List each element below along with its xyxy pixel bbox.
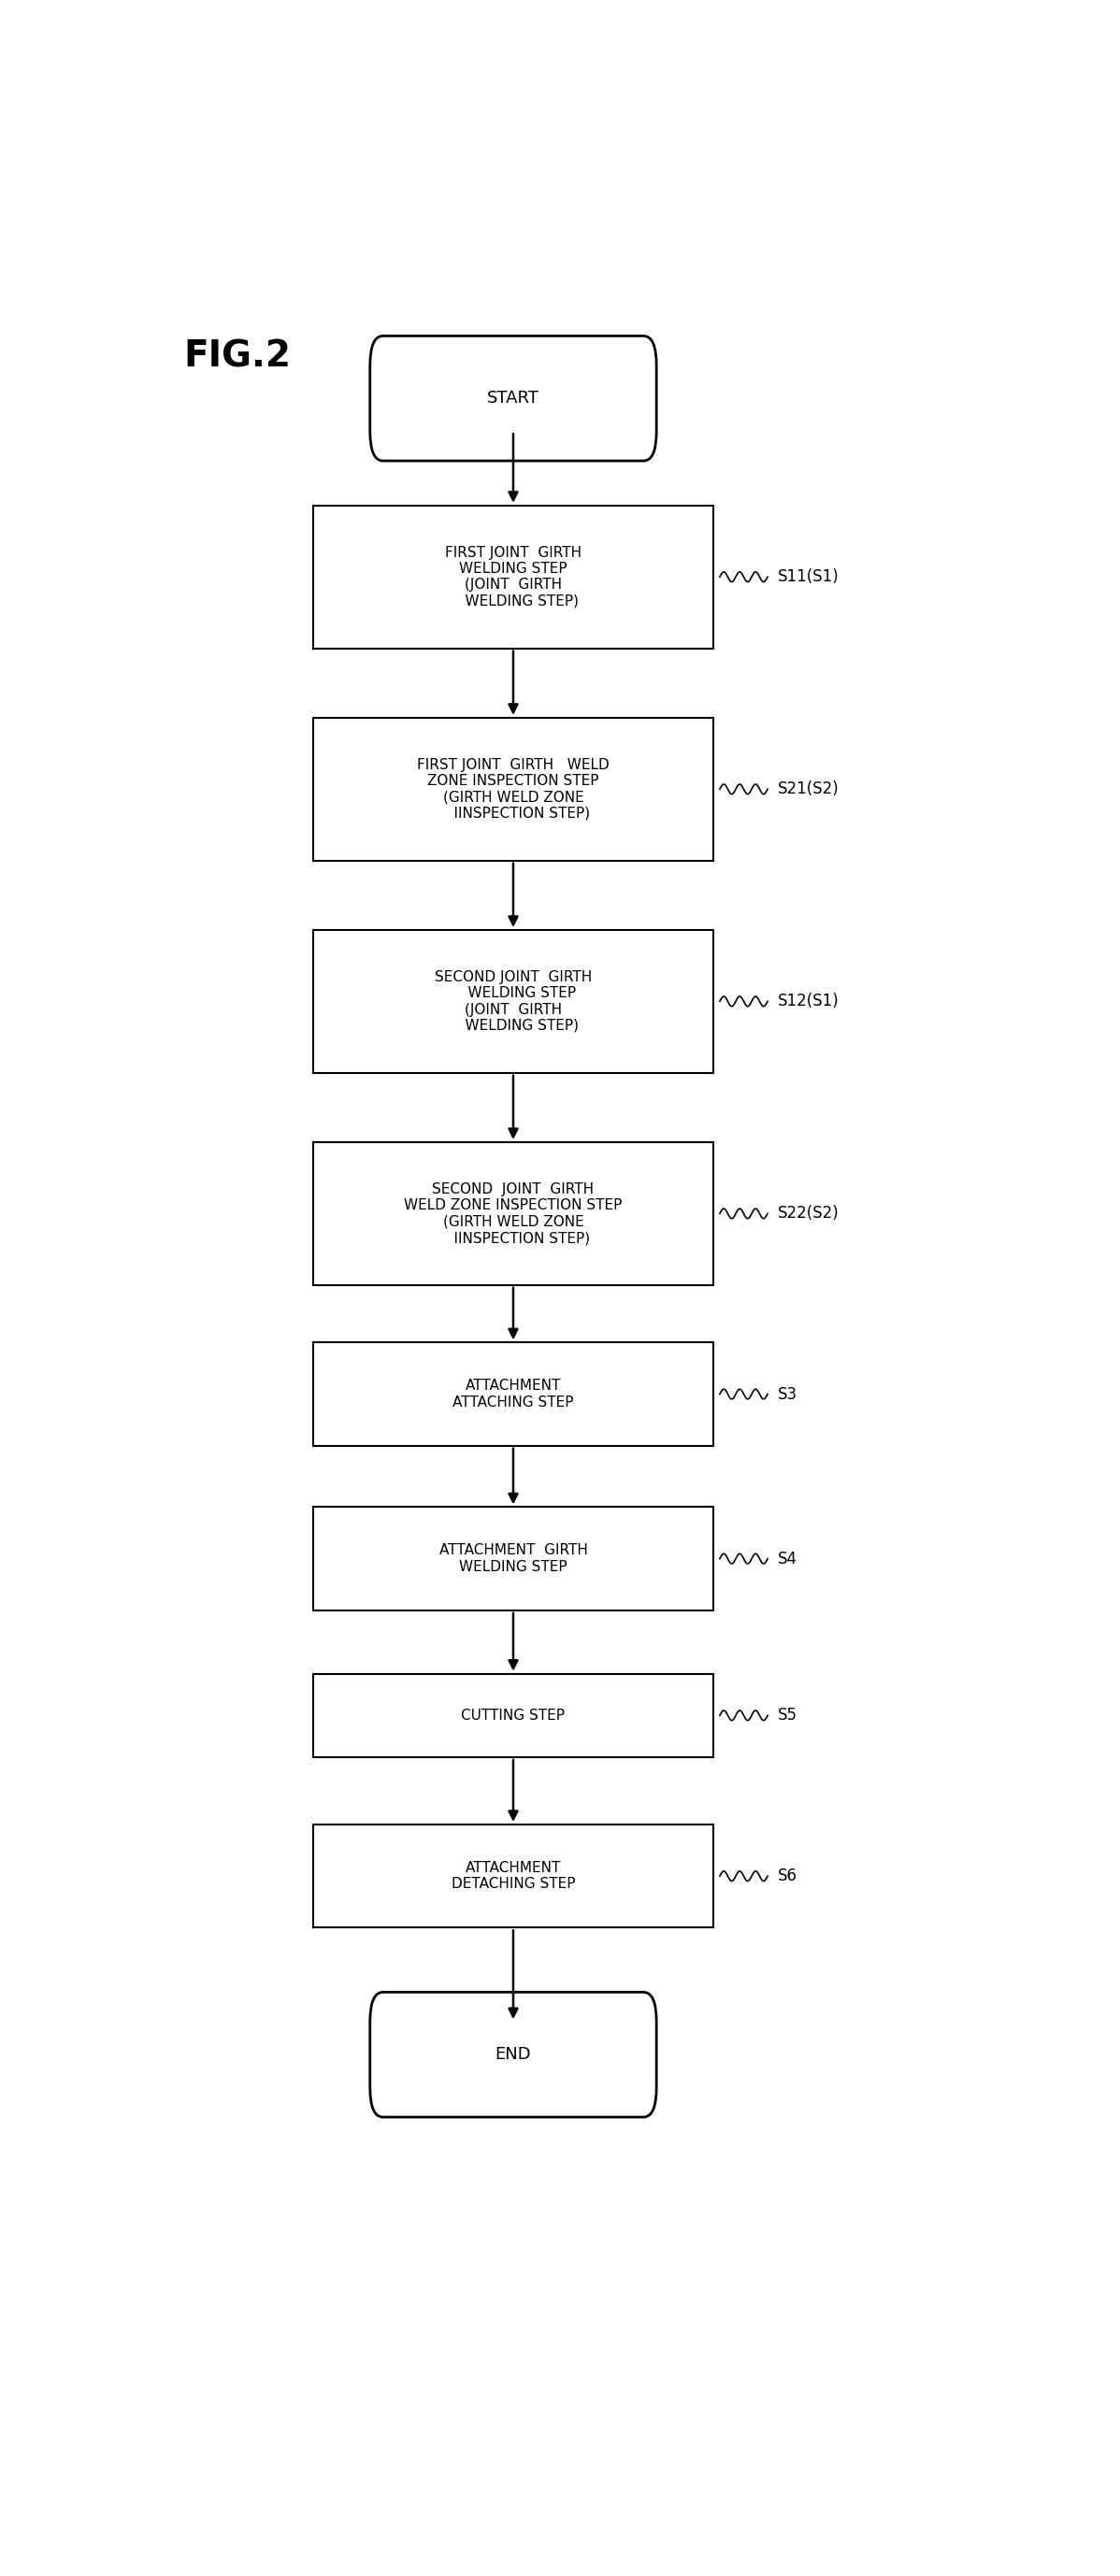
Text: SECOND JOINT  GIRTH
    WELDING STEP
(JOINT  GIRTH
    WELDING STEP): SECOND JOINT GIRTH WELDING STEP (JOINT G…: [435, 971, 591, 1033]
Bar: [314, 1824, 713, 1927]
Text: S3: S3: [778, 1386, 797, 1401]
Text: FIRST JOINT  GIRTH   WELD
ZONE INSPECTION STEP
(GIRTH WELD ZONE
    IINSPECTION : FIRST JOINT GIRTH WELD ZONE INSPECTION S…: [417, 757, 609, 822]
Text: END: END: [495, 2045, 531, 2063]
Text: S5: S5: [778, 1708, 797, 1723]
Text: S21(S2): S21(S2): [778, 781, 840, 799]
Text: CUTTING STEP: CUTTING STEP: [461, 1708, 566, 1723]
Text: S12(S1): S12(S1): [778, 992, 840, 1010]
Text: S11(S1): S11(S1): [778, 569, 840, 585]
FancyBboxPatch shape: [370, 335, 656, 461]
Text: FIRST JOINT  GIRTH
WELDING STEP
(JOINT  GIRTH
    WELDING STEP): FIRST JOINT GIRTH WELDING STEP (JOINT GI…: [445, 546, 581, 608]
Bar: [314, 719, 713, 860]
Text: ATTACHMENT
ATTACHING STEP: ATTACHMENT ATTACHING STEP: [452, 1378, 573, 1409]
Text: S6: S6: [778, 1868, 797, 1886]
Text: S22(S2): S22(S2): [778, 1206, 840, 1221]
Text: FIG.2: FIG.2: [184, 340, 291, 374]
Bar: [314, 1342, 713, 1445]
FancyBboxPatch shape: [370, 1991, 656, 2117]
Text: START: START: [487, 389, 540, 407]
Text: ATTACHMENT  GIRTH
WELDING STEP: ATTACHMENT GIRTH WELDING STEP: [439, 1543, 588, 1574]
Text: ATTACHMENT
DETACHING STEP: ATTACHMENT DETACHING STEP: [451, 1860, 576, 1891]
Bar: [314, 930, 713, 1072]
Bar: [314, 505, 713, 649]
Text: SECOND  JOINT  GIRTH
WELD ZONE INSPECTION STEP
(GIRTH WELD ZONE
    IINSPECTION : SECOND JOINT GIRTH WELD ZONE INSPECTION …: [404, 1182, 623, 1244]
Bar: [314, 1507, 713, 1610]
Bar: [314, 1674, 713, 1757]
Bar: [314, 1141, 713, 1285]
Text: S4: S4: [778, 1551, 797, 1566]
